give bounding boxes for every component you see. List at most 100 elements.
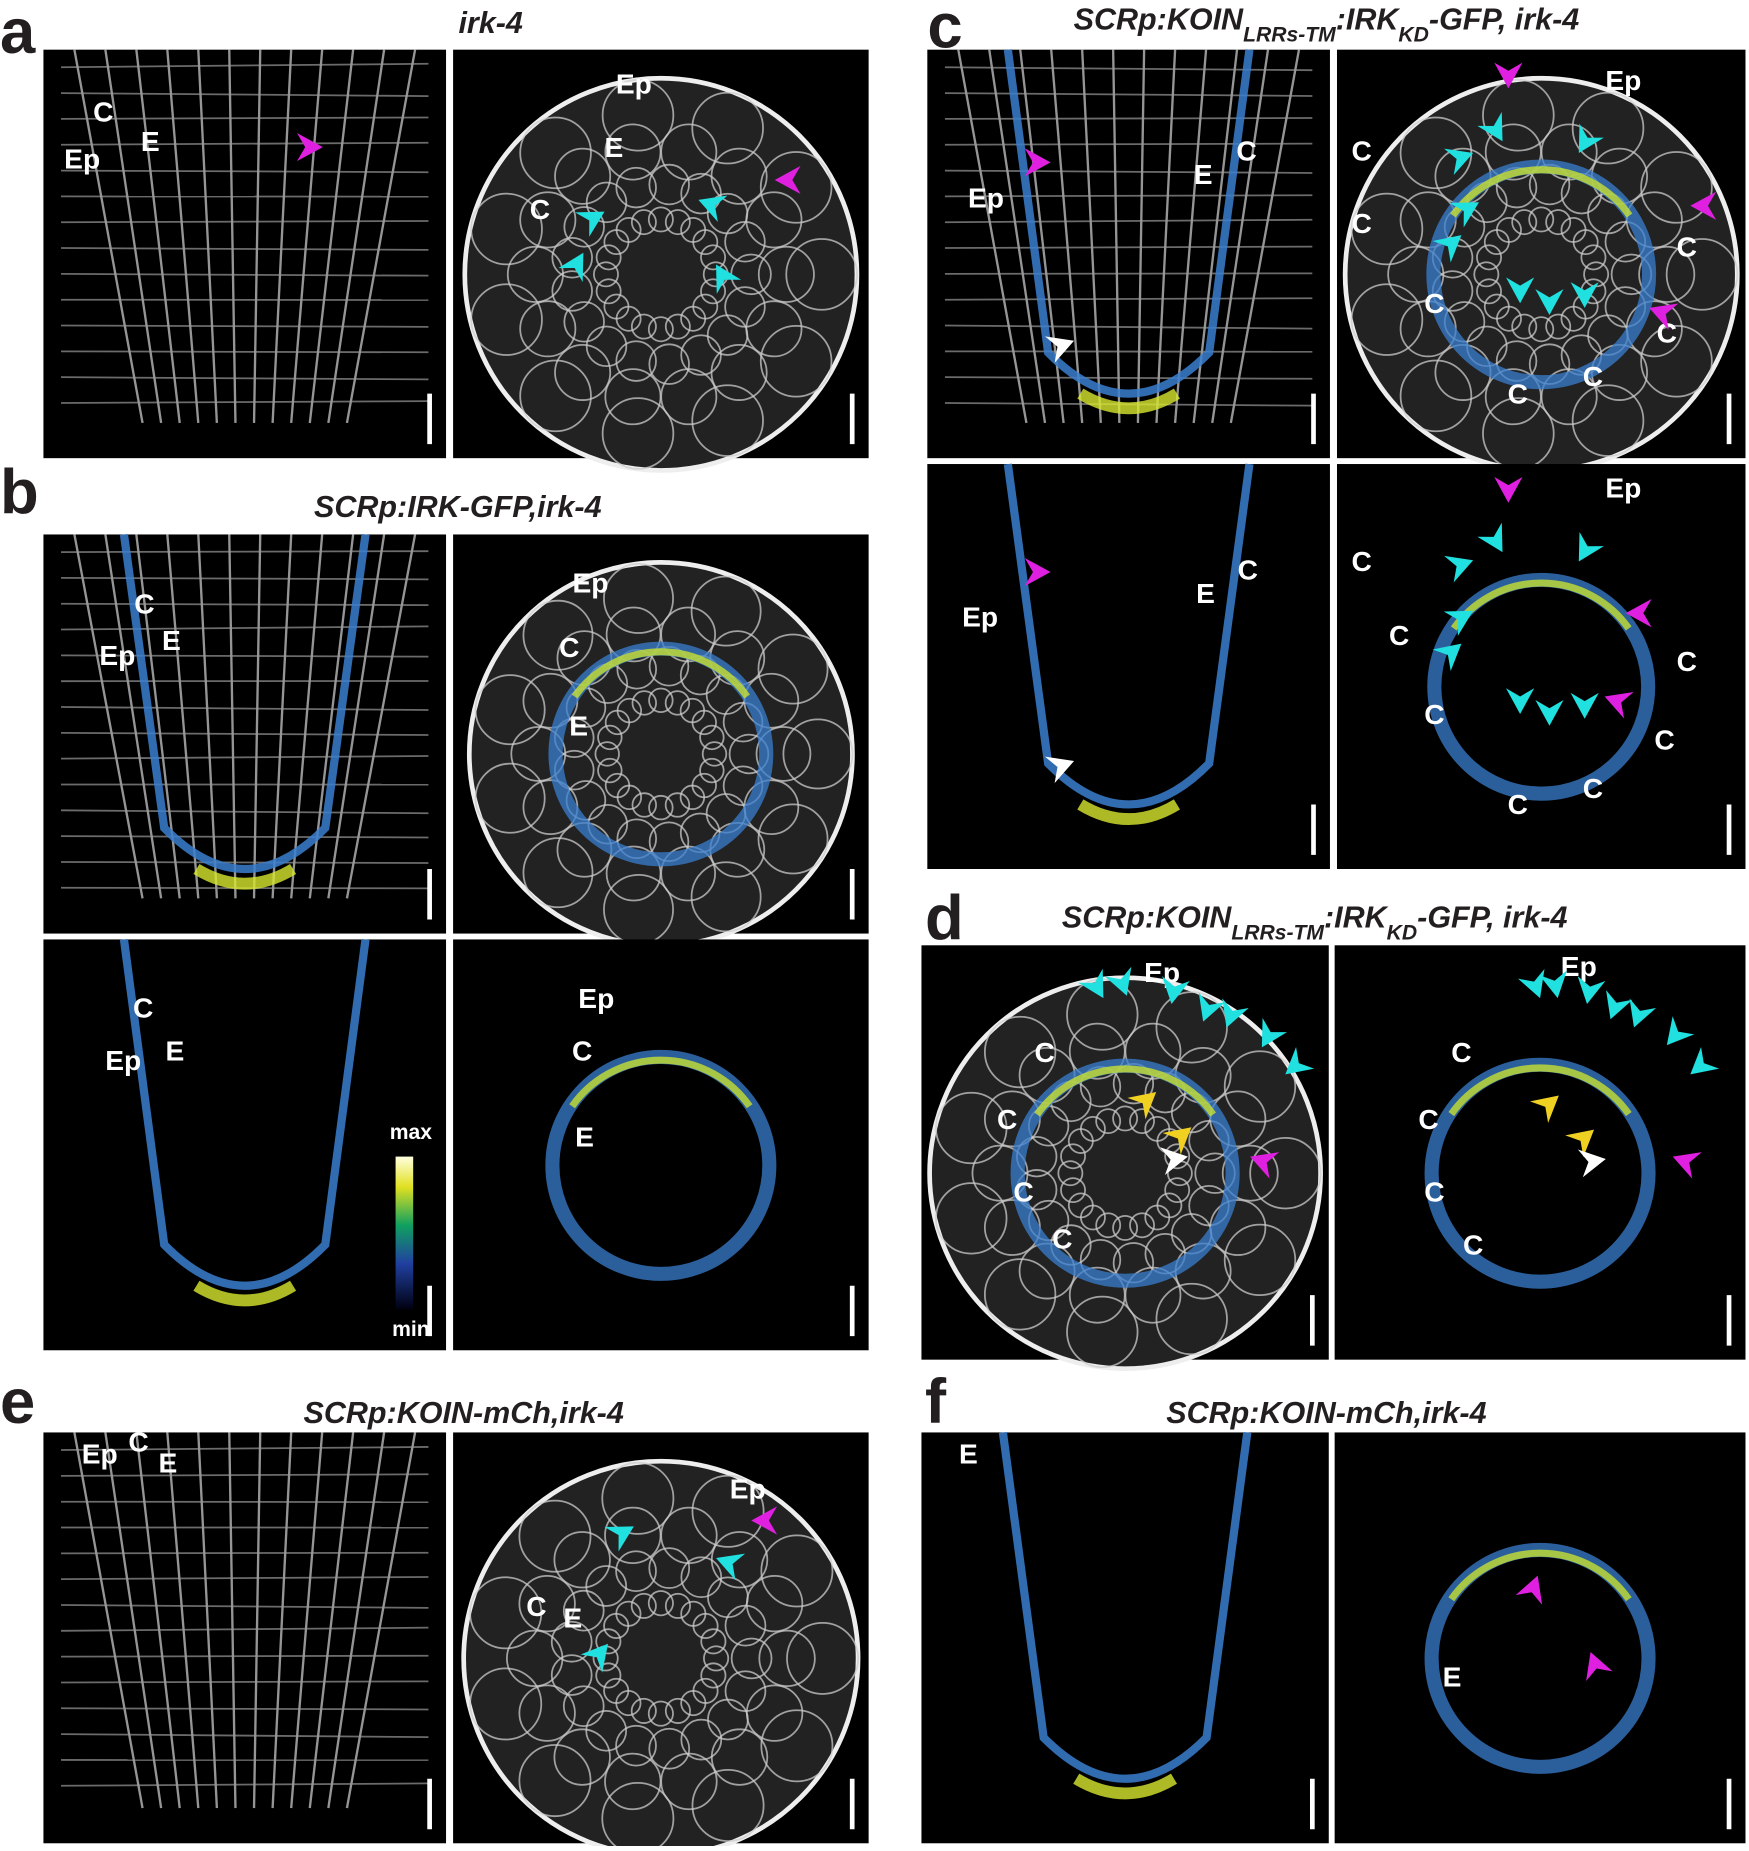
cell-label: Ep	[1144, 956, 1180, 988]
cell-label: E	[959, 1437, 978, 1469]
cell-label: E	[1194, 158, 1213, 190]
panel-letter: d	[925, 883, 964, 953]
cell-wall	[61, 551, 428, 552]
cell-wall	[945, 144, 1312, 145]
cell-label: E	[158, 1447, 177, 1479]
title-part: LRRs-TM	[1231, 921, 1324, 944]
cell-label: E	[563, 1602, 582, 1634]
cell-label: Ep	[730, 1473, 766, 1505]
title-part: KD	[1387, 921, 1418, 944]
image-background	[43, 1432, 446, 1843]
cell-wall	[61, 221, 428, 222]
cell-label: C	[997, 1103, 1017, 1135]
cell-label: C	[1508, 377, 1528, 409]
panel: E Ef SCRp:KOIN-mCh,irk-4	[921, 1367, 1745, 1843]
title-part: LRRs-TM	[1243, 23, 1336, 46]
title-part: KD	[1398, 23, 1428, 46]
cell-label: Ep	[105, 1044, 141, 1076]
panel-letter: b	[0, 457, 39, 527]
micrograph: Ep C E	[453, 939, 869, 1350]
title-part: :IRK	[1324, 901, 1389, 935]
cell-label: E	[162, 624, 181, 656]
micrograph: E	[1335, 1432, 1746, 1843]
title-part: SCRp:KOIN	[1074, 3, 1244, 37]
cell-label: E	[1196, 577, 1215, 609]
title-part: SCRp:KOIN-mCh,irk-4	[304, 1396, 624, 1430]
panel-letter: a	[0, 0, 36, 67]
cell-wall	[945, 273, 1312, 274]
panel-title: SCRp:IRK-GFP,irk-4	[314, 490, 602, 524]
cell-wall	[945, 118, 1312, 119]
cell-label: Ep	[82, 1437, 118, 1469]
colorbar-min: min	[392, 1318, 430, 1341]
cell-label: C	[1583, 772, 1603, 804]
panel-title: SCRp:KOINLRRs-TM:IRKKD-GFP, irk-4	[1074, 3, 1580, 47]
panel-title: SCRp:KOIN-mCh,irk-4	[1166, 1396, 1486, 1430]
cell-label: E	[569, 710, 588, 742]
cell-wall	[61, 1656, 428, 1657]
title-part: :IRK	[1336, 3, 1401, 37]
cell-wall	[61, 1708, 428, 1709]
cell-label: Ep	[1605, 471, 1641, 503]
cell-label: C	[1424, 1176, 1444, 1208]
micrograph: CE Ep	[927, 50, 1330, 458]
cell-wall	[61, 1681, 428, 1682]
panel-title: irk-4	[458, 6, 522, 40]
panel-letter: f	[925, 1367, 947, 1437]
title-part: -GFP, irk-4	[1429, 3, 1579, 37]
cell-label: C	[1013, 1176, 1033, 1208]
cell-label: C	[1583, 360, 1603, 392]
micrograph: C Ep E	[43, 50, 446, 458]
cell-label: C	[93, 96, 113, 128]
micrograph: E	[921, 1432, 1328, 1843]
cell-label: C	[1418, 1103, 1438, 1135]
cell-label: C	[1351, 207, 1371, 239]
cell-label: C	[1351, 134, 1371, 166]
colorbar-max: max	[390, 1121, 433, 1144]
panel-letter: c	[927, 0, 962, 61]
cell-wall	[61, 351, 428, 352]
cell-label: C	[1424, 287, 1444, 319]
cell-label: C	[530, 193, 550, 225]
cell-label: Ep	[572, 566, 608, 598]
cell-label: E	[141, 125, 160, 157]
cell-label: Ep	[962, 600, 998, 632]
cell-label: C	[1508, 788, 1528, 820]
cell-label: C	[1451, 1036, 1471, 1068]
cell-label: C	[572, 1035, 592, 1067]
cell-label: Ep	[968, 181, 1004, 213]
cell-label: C	[1351, 545, 1371, 577]
colorbar	[396, 1157, 414, 1310]
image-background	[453, 939, 869, 1350]
image-background	[1335, 1432, 1746, 1843]
cell-label: C	[1424, 698, 1444, 730]
cell-wall	[61, 862, 428, 863]
cell-label: Ep	[578, 982, 614, 1014]
cell-label: E	[575, 1120, 594, 1152]
cell-label: C	[1463, 1228, 1483, 1260]
panel-title: SCRp:KOIN-mCh,irk-4	[304, 1396, 624, 1430]
cell-label: C	[1236, 134, 1256, 166]
cell-label: C	[133, 991, 153, 1023]
title-part: SCRp:IRK-GFP,irk-4	[314, 490, 602, 524]
cell-label: C	[1238, 553, 1258, 585]
cell-wall	[61, 1553, 428, 1554]
cell-label: C	[1677, 645, 1697, 677]
cell-label: Ep	[1605, 64, 1641, 96]
cell-label: C	[134, 588, 154, 620]
cell-label: Ep	[64, 143, 100, 175]
title-part: -GFP, irk-4	[1417, 901, 1567, 935]
cell-label: C	[526, 1590, 546, 1622]
cell-label: E	[1443, 1660, 1462, 1692]
